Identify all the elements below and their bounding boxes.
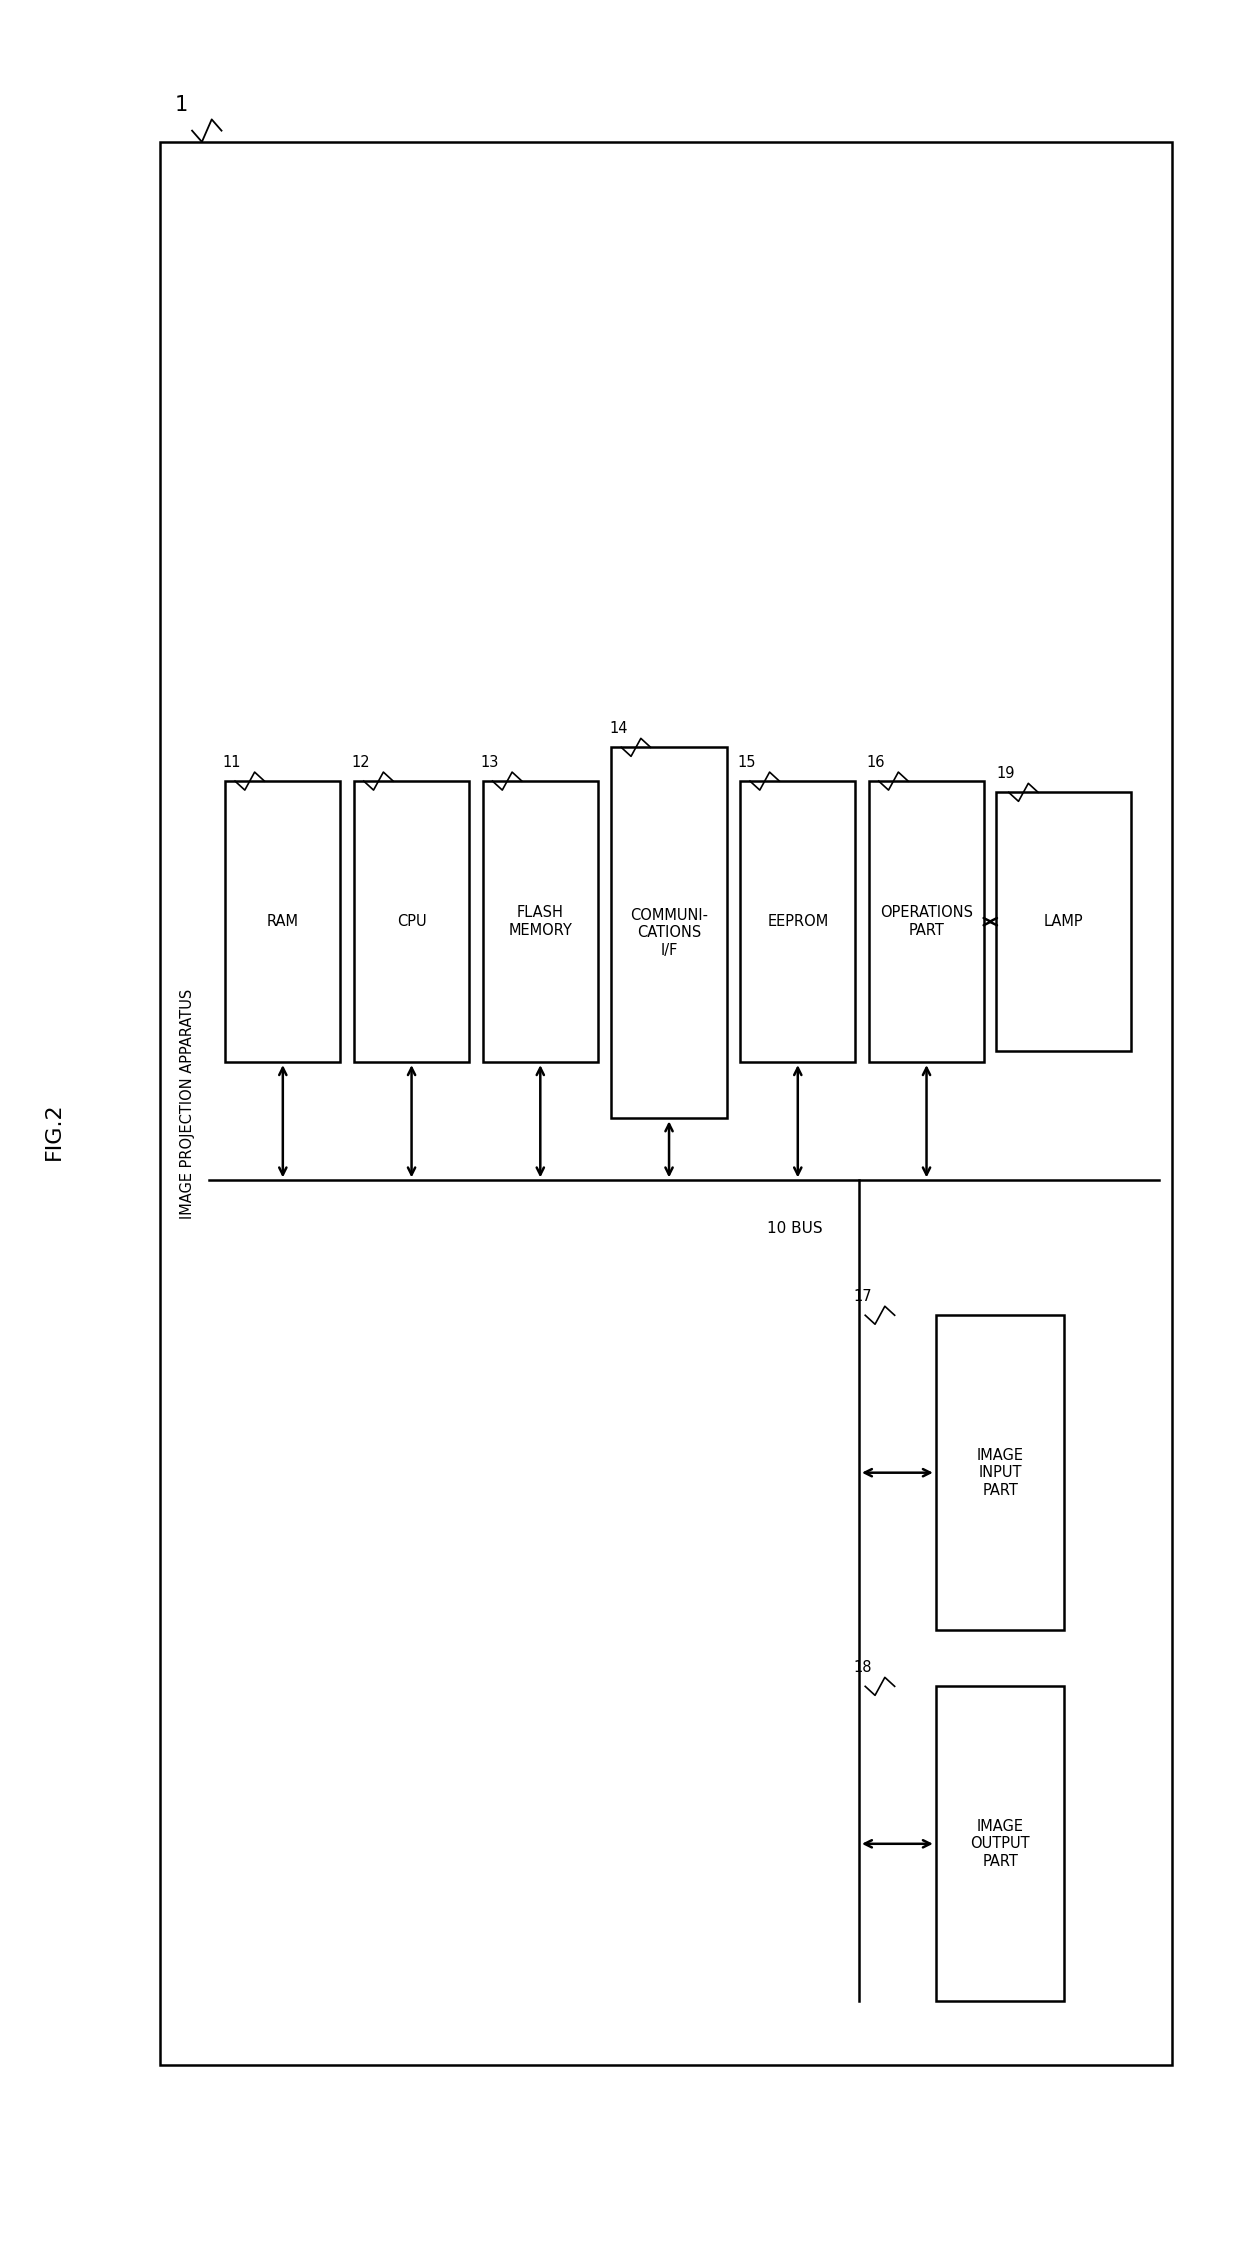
Text: IMAGE
INPUT
PART: IMAGE INPUT PART	[977, 1448, 1023, 1498]
Text: RAM: RAM	[267, 914, 299, 930]
Text: 14: 14	[609, 722, 627, 735]
Text: 16: 16	[867, 756, 885, 769]
Bar	[226, 781, 341, 1061]
Text: EEPROM: EEPROM	[768, 914, 828, 930]
Text: 1: 1	[175, 95, 188, 115]
Text: CPU: CPU	[397, 914, 427, 930]
Bar	[611, 747, 727, 1118]
Text: 17: 17	[853, 1290, 872, 1303]
Bar	[936, 1315, 1064, 1629]
Bar	[160, 143, 1172, 2064]
Bar	[997, 792, 1131, 1050]
Bar	[482, 781, 598, 1061]
Bar	[936, 1686, 1064, 2000]
Text: OPERATIONS
PART: OPERATIONS PART	[880, 905, 973, 937]
Text: LAMP: LAMP	[1044, 914, 1084, 930]
Bar	[740, 781, 856, 1061]
Text: COMMUNI-
CATIONS
I/F: COMMUNI- CATIONS I/F	[630, 907, 708, 957]
Bar	[353, 781, 469, 1061]
Text: FIG.2: FIG.2	[43, 1102, 63, 1161]
Text: IMAGE
OUTPUT
PART: IMAGE OUTPUT PART	[970, 1819, 1030, 1869]
Text: IMAGE PROJECTION APPARATUS: IMAGE PROJECTION APPARATUS	[180, 989, 195, 1217]
Text: 13: 13	[480, 756, 498, 769]
Text: 15: 15	[738, 756, 756, 769]
Text: 12: 12	[351, 756, 370, 769]
Text: 10 BUS: 10 BUS	[768, 1220, 823, 1236]
Text: 11: 11	[223, 756, 242, 769]
Text: 18: 18	[853, 1661, 872, 1675]
Text: FLASH
MEMORY: FLASH MEMORY	[508, 905, 572, 937]
Text: 19: 19	[997, 767, 1014, 781]
Bar	[869, 781, 985, 1061]
